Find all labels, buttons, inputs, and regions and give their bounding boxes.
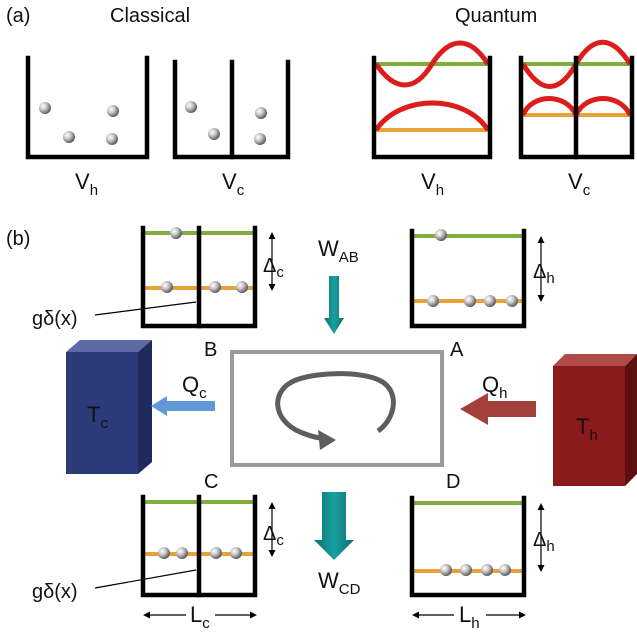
particle xyxy=(208,128,220,140)
quantum-title: Quantum xyxy=(455,5,537,27)
box-state-b xyxy=(140,225,258,329)
cycle-arrowhead xyxy=(318,430,336,450)
particle xyxy=(107,105,119,117)
delta-h-marker-bottom: Δh xyxy=(533,503,555,572)
particle xyxy=(427,295,439,307)
svg-text:Lc: Lc xyxy=(190,602,210,632)
temp-h-label: Th xyxy=(576,414,598,444)
particle xyxy=(254,133,266,145)
classical-box-cold xyxy=(172,59,291,160)
hot-reservoir: Th xyxy=(553,354,637,486)
svg-text:Lh: Lh xyxy=(459,602,480,632)
delta-c-marker-bottom: Δc xyxy=(263,502,284,557)
particle xyxy=(209,281,221,293)
barrier-pointer-top xyxy=(94,301,197,316)
svg-text:Δh: Δh xyxy=(533,529,555,555)
excited-wavefunction xyxy=(373,40,491,88)
particle xyxy=(161,281,173,293)
barrier-label-top: gδ(x) xyxy=(32,308,78,330)
heat-h-label: Qh xyxy=(482,372,507,402)
delta-c-marker-top: Δc xyxy=(263,232,284,291)
particle xyxy=(63,131,75,143)
panel-a-tag: (a) xyxy=(6,5,30,27)
particle xyxy=(435,229,447,241)
label-vh-classical: Vh xyxy=(75,169,98,199)
label-vh-quantum: Vh xyxy=(421,169,444,199)
particle xyxy=(440,564,452,576)
barrier-pointer-bottom xyxy=(94,569,197,589)
particle xyxy=(210,547,222,559)
particle xyxy=(464,295,476,307)
label-vc-quantum: Vc xyxy=(568,169,591,199)
work-cd-label: WCD xyxy=(318,568,361,598)
box-state-a xyxy=(409,228,527,329)
delta-h-marker-top: Δh xyxy=(533,236,555,302)
heat-h-arrow xyxy=(460,393,536,425)
quantum-box-cold xyxy=(518,39,635,160)
particle xyxy=(484,295,496,307)
particle xyxy=(176,547,188,559)
classical-title: Classical xyxy=(110,5,190,27)
panel-a: (a) Classical Quantum Vh Vc xyxy=(6,5,635,199)
particle xyxy=(499,564,511,576)
heat-c-arrow xyxy=(151,396,215,416)
panel-b: (b) Δc gδ(x) xyxy=(6,225,637,632)
quantum-box-hot xyxy=(371,40,493,160)
classical-box-hot xyxy=(25,55,150,160)
particle xyxy=(230,547,242,559)
particle xyxy=(185,101,197,113)
cycle-arrow xyxy=(275,371,396,441)
barrier-label-bottom: gδ(x) xyxy=(32,581,78,603)
label-vc-classical: Vc xyxy=(222,169,245,199)
panel-b-tag: (b) xyxy=(6,228,30,250)
particle xyxy=(506,295,518,307)
particle xyxy=(170,227,182,239)
particle xyxy=(39,102,51,114)
work-cd-arrow xyxy=(314,492,354,560)
ground-wavefunction xyxy=(373,100,491,132)
box-state-c xyxy=(140,494,258,598)
heat-c-label: Qc xyxy=(182,372,207,402)
particle xyxy=(255,107,267,119)
particle xyxy=(460,564,472,576)
temp-c-label: Tc xyxy=(87,402,108,432)
particle xyxy=(158,547,170,559)
corner-d: D xyxy=(446,471,460,493)
particle xyxy=(481,564,493,576)
box-state-d xyxy=(409,495,527,598)
cycle-box xyxy=(230,350,444,467)
work-ab-label: WAB xyxy=(318,236,359,266)
corner-a: A xyxy=(450,339,464,361)
length-c-marker: Lc xyxy=(143,602,257,632)
corner-b: B xyxy=(204,339,217,361)
work-ab-arrow xyxy=(324,276,344,334)
particle xyxy=(106,133,118,145)
corner-c: C xyxy=(204,471,218,493)
cold-reservoir: Tc xyxy=(66,340,152,474)
svg-text:Δc: Δc xyxy=(263,255,284,281)
length-h-marker: Lh xyxy=(412,602,526,632)
svg-text:Δc: Δc xyxy=(263,523,284,549)
particle xyxy=(236,281,248,293)
svg-text:Δh: Δh xyxy=(533,261,555,287)
